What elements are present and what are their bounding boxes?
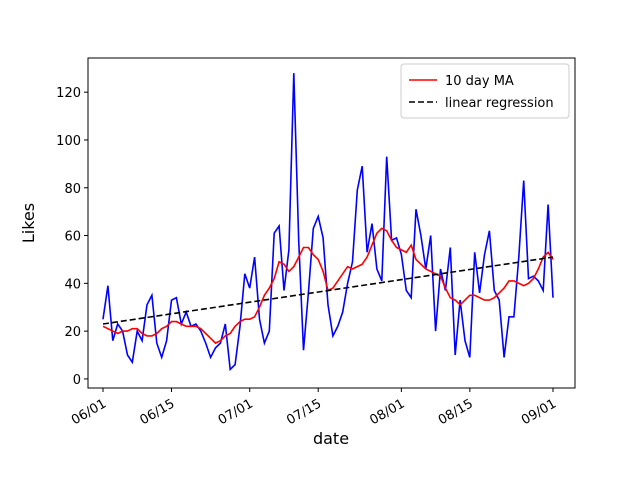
y-tick-label: 80 xyxy=(64,182,81,197)
x-tick-label: 09/01 xyxy=(519,396,559,428)
x-tick-label: 06/01 xyxy=(69,396,109,428)
plot-frame xyxy=(87,57,576,389)
x-tick-label: 06/15 xyxy=(138,396,178,428)
series-line xyxy=(102,227,554,345)
y-tick-label: 100 xyxy=(56,134,81,149)
x-axis-label: date xyxy=(313,429,349,448)
series-line xyxy=(102,73,554,372)
x-tick-label: 07/01 xyxy=(216,396,256,428)
x-tick-label: 07/15 xyxy=(284,396,324,428)
y-tick-label: 0 xyxy=(73,373,81,388)
x-tick-label: 08/15 xyxy=(436,396,476,428)
y-tick-label: 20 xyxy=(64,325,81,340)
y-tick-label: 40 xyxy=(64,277,81,292)
x-tick-label: 08/01 xyxy=(367,396,407,428)
legend-label: linear regression xyxy=(445,96,554,111)
y-tick-label: 60 xyxy=(64,230,81,245)
y-tick-label: 120 xyxy=(56,86,81,101)
series-line xyxy=(102,256,554,325)
y-axis-label: Likes xyxy=(19,203,38,243)
legend-label: 10 day MA xyxy=(445,74,514,89)
legend-box xyxy=(400,63,570,119)
